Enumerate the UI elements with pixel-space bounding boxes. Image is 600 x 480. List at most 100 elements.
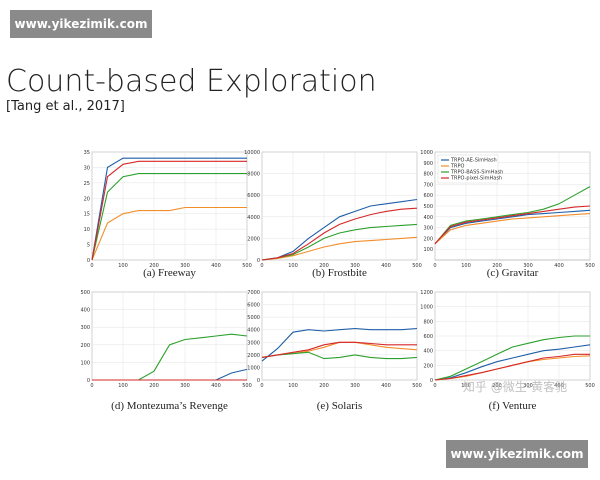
legend-label: TRPO — [450, 164, 465, 170]
y-tick-label: 0 — [430, 378, 433, 384]
y-tick-label: 0 — [257, 258, 260, 264]
series-line — [434, 344, 591, 381]
y-tick-label: 0 — [87, 258, 90, 264]
y-tick-label: 900 — [423, 161, 433, 167]
y-tick-label: 20 — [84, 196, 90, 202]
y-tick-label: 0 — [87, 378, 90, 384]
y-tick-label: 8000 — [247, 172, 260, 178]
x-tick-label: 100 — [288, 263, 298, 269]
y-tick-label: 700 — [423, 182, 433, 188]
y-tick-label: 6000 — [247, 193, 260, 199]
watermark: www.yikezimik.com — [15, 17, 148, 31]
x-tick-label: 100 — [118, 263, 128, 269]
x-tick-label: 0 — [90, 263, 93, 269]
y-tick-label: 100 — [80, 360, 90, 366]
y-tick-label: 5000 — [247, 315, 260, 321]
x-tick-label: 300 — [180, 383, 190, 389]
y-tick-label: 3000 — [247, 340, 260, 346]
x-tick-label: 500 — [242, 383, 252, 389]
x-tick-label: 400 — [554, 383, 564, 389]
slide-subtitle: [Tang et al., 2017] — [6, 99, 125, 114]
y-tick-label: 500 — [80, 290, 90, 296]
y-tick-label: 1000 — [420, 150, 433, 156]
y-tick-label: 1200 — [420, 290, 433, 296]
x-tick-label: 400 — [381, 263, 391, 269]
x-tick-label: 400 — [381, 383, 391, 389]
y-tick-label: 200 — [80, 343, 90, 349]
series-line — [261, 236, 418, 261]
chart-caption: (c) Gravitar — [487, 267, 539, 279]
y-tick-label: 400 — [423, 215, 433, 221]
series-line — [434, 186, 591, 245]
plot-area — [91, 151, 248, 261]
y-tick-label: 1000 — [420, 305, 433, 311]
x-tick-label: 200 — [319, 383, 329, 389]
series-line — [434, 209, 591, 245]
series-line — [434, 213, 591, 245]
x-tick-label: 500 — [412, 263, 422, 269]
y-tick-label: 5 — [87, 243, 90, 249]
watermark-box — [10, 10, 152, 38]
legend-label: TRPO-pixel-SimHash — [450, 176, 502, 182]
chart-caption: (f) Venture — [489, 400, 537, 412]
y-tick-label: 200 — [423, 363, 433, 369]
chart-caption: (d) Montezuma’s Revenge — [111, 400, 228, 412]
series-line — [91, 160, 247, 261]
x-tick-label: 100 — [461, 263, 471, 269]
x-tick-label: 0 — [90, 383, 93, 389]
charts: 0 5 10 15 20 25 30 35 0 100 200 300 400 500 (a) Freewa… — [80, 150, 594, 412]
series-line — [91, 206, 247, 261]
x-tick-label: 400 — [211, 263, 221, 269]
y-tick-label: 400 — [423, 349, 433, 355]
watermark: 知乎 @微生-黄客驰 — [463, 379, 567, 394]
y-tick-label: 600 — [423, 334, 433, 340]
legend-label: TRPO-BASS-SimHash — [450, 170, 503, 176]
x-tick-label: 500 — [242, 263, 252, 269]
x-tick-label: 100 — [118, 383, 128, 389]
y-tick-label: 800 — [423, 172, 433, 178]
series-line — [434, 205, 591, 245]
y-tick-label: 10000 — [244, 150, 260, 156]
x-tick-label: 100 — [461, 383, 471, 389]
y-tick-label: 6000 — [247, 303, 260, 309]
x-tick-label: 500 — [585, 263, 595, 269]
plot-area — [91, 291, 248, 381]
watermark: www.yikezimik.com — [451, 447, 584, 461]
x-tick-label: 200 — [149, 263, 159, 269]
y-tick-label: 10 — [84, 227, 90, 233]
x-tick-label: 400 — [554, 263, 564, 269]
y-tick-label: 2000 — [247, 236, 260, 242]
series-line — [434, 353, 590, 381]
y-tick-label: 15 — [84, 212, 90, 218]
x-tick-label: 200 — [319, 263, 329, 269]
plot-area — [261, 291, 418, 381]
series-line — [261, 351, 418, 360]
series-line — [434, 335, 590, 381]
y-tick-label: 4000 — [247, 328, 260, 334]
y-tick-label: 2000 — [247, 353, 260, 359]
x-tick-label: 0 — [260, 383, 263, 389]
y-tick-label: 500 — [423, 204, 433, 210]
x-tick-label: 200 — [492, 263, 502, 269]
x-tick-label: 400 — [211, 383, 221, 389]
x-tick-label: 0 — [433, 263, 436, 269]
x-tick-label: 0 — [433, 383, 436, 389]
series-line — [261, 341, 417, 358]
y-tick-label: 800 — [423, 319, 433, 325]
y-tick-label: 25 — [84, 181, 90, 187]
y-tick-label: 600 — [423, 193, 433, 199]
x-tick-label: 300 — [350, 263, 360, 269]
y-tick-label: 100 — [423, 247, 433, 253]
y-tick-label: 300 — [423, 226, 433, 232]
x-tick-label: 300 — [523, 383, 533, 389]
x-tick-label: 500 — [585, 383, 595, 389]
series-line — [261, 198, 418, 261]
x-tick-label: 100 — [288, 383, 298, 389]
x-tick-label: 0 — [260, 263, 263, 269]
x-tick-label: 300 — [350, 383, 360, 389]
y-tick-label: 7000 — [247, 290, 260, 296]
legend-label: TRPO-AE-SimHash — [450, 158, 497, 164]
y-tick-label: 300 — [80, 325, 90, 331]
series-line — [261, 207, 418, 261]
